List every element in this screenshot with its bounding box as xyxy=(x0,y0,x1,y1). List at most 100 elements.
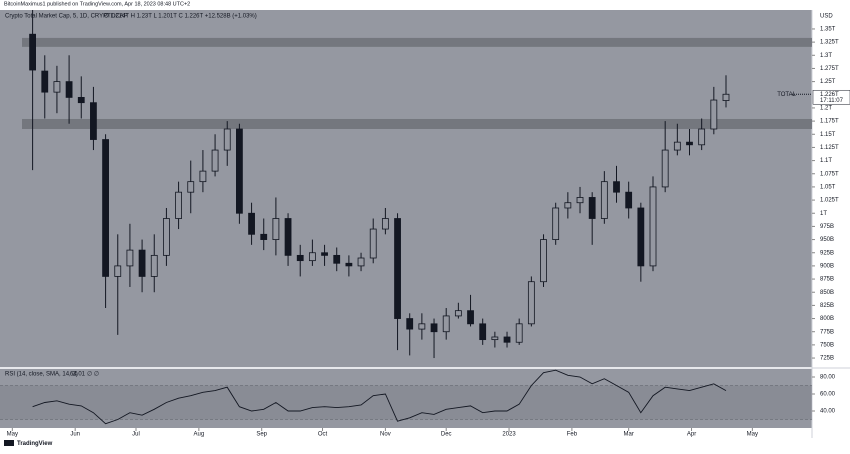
candle-body xyxy=(588,197,596,219)
candle-body xyxy=(223,128,231,151)
last-price-label: 1.226T xyxy=(820,92,839,98)
chart-title: Crypto Total Market Cap, 5, 1D, CRYPTOCA… xyxy=(5,14,128,20)
x-tick-label: Feb xyxy=(567,432,578,438)
y-tick-label: 800B xyxy=(820,316,834,322)
y-tick-label: 1.125T xyxy=(820,145,839,151)
y-tick-label: 825B xyxy=(820,303,834,309)
candle-body xyxy=(442,315,450,333)
footer: TradingView xyxy=(17,441,53,447)
y-tick-label: 750B xyxy=(820,342,834,348)
candle-body xyxy=(394,218,401,319)
y-tick-label: 1.1T xyxy=(820,158,832,164)
last-price-name: TOTAL xyxy=(777,92,796,98)
candle-body xyxy=(211,149,219,172)
y-tick-label: 1.25T xyxy=(820,79,836,85)
publisher: BitcoinMaximus1 published on TradingView… xyxy=(4,1,190,7)
x-tick-label: Oct xyxy=(318,432,328,438)
y-tick-label: 725B xyxy=(820,356,834,362)
last-price-box xyxy=(812,89,850,105)
x-tick-label: Nov xyxy=(380,432,391,438)
y-tick-label: 875B xyxy=(820,277,834,283)
candle-body xyxy=(515,323,523,343)
x-tick-label: Jun xyxy=(70,432,80,438)
candle-body xyxy=(187,181,195,193)
candle-body xyxy=(381,218,389,230)
candle-body xyxy=(126,249,134,267)
y-tick-label: 1.025T xyxy=(820,198,839,204)
candle-body xyxy=(199,170,207,183)
candle-body xyxy=(53,81,61,93)
candle-body xyxy=(138,249,146,277)
candle-body xyxy=(41,70,49,93)
candle-body xyxy=(150,254,158,277)
y-tick-label: 850B xyxy=(820,290,834,296)
resistance-zone xyxy=(22,118,812,129)
candle-body xyxy=(321,252,328,256)
x-tick-label: Apr xyxy=(687,432,696,438)
candle-body xyxy=(90,102,97,140)
y-tick-label: 1.3T xyxy=(820,53,832,59)
candle-body xyxy=(260,233,268,240)
x-tick-label: Aug xyxy=(194,432,205,438)
candle-body xyxy=(272,218,280,240)
rsi-value: 64.01 xyxy=(70,372,86,378)
y-tick-label: 1.05T xyxy=(820,184,836,190)
candle-body xyxy=(29,33,37,71)
rsi-y-tick-label: 40.00 xyxy=(820,409,836,415)
candle-body xyxy=(114,265,122,277)
y-tick-label: 1.15T xyxy=(820,132,836,138)
y-tick-label: 1.2T xyxy=(820,106,832,112)
price-pane xyxy=(0,10,812,367)
currency: USD xyxy=(820,14,833,20)
rsi-y-tick-label: 80.00 xyxy=(820,375,836,381)
candle-body xyxy=(296,254,304,262)
candle-body xyxy=(722,93,730,101)
candle-body xyxy=(625,191,633,209)
candle-body xyxy=(454,310,462,317)
candle-body xyxy=(236,128,243,214)
y-tick-label: 775B xyxy=(820,329,834,335)
rsi-title: RSI (14, close, SMA, 14, 2) xyxy=(5,372,78,378)
candle-body xyxy=(686,141,693,146)
candle-body xyxy=(430,323,438,333)
candle-body xyxy=(576,197,584,204)
x-tick-label: 2023 xyxy=(502,432,516,438)
candle-body xyxy=(248,212,255,235)
candle-body xyxy=(333,254,341,264)
x-tick-label: Jul xyxy=(132,432,140,438)
candle-body xyxy=(479,323,487,341)
candle-body xyxy=(308,252,316,262)
y-tick-label: 1.325T xyxy=(820,40,839,46)
y-tick-label: 975B xyxy=(820,224,834,230)
candle-body xyxy=(540,239,547,283)
candle-body xyxy=(491,336,499,341)
candle-body xyxy=(77,97,85,104)
candle-body xyxy=(175,191,182,219)
footer-logo xyxy=(4,440,14,446)
candle-body xyxy=(710,99,718,130)
candle-body xyxy=(637,207,645,267)
y-tick-label: 1T xyxy=(820,211,827,217)
y-tick-label: 1.275T xyxy=(820,66,839,72)
rsi-na: ∅ ∅ xyxy=(87,371,99,378)
candle-body xyxy=(284,218,292,256)
candle-body xyxy=(406,318,414,330)
x-tick-label: May xyxy=(747,432,758,438)
candle-body xyxy=(673,141,681,151)
candle-body xyxy=(564,202,572,209)
y-tick-label: 1.075T xyxy=(820,171,839,177)
y-tick-label: 1.35T xyxy=(820,27,836,33)
candle-body xyxy=(552,207,560,240)
countdown: 17:11:07 xyxy=(820,98,844,104)
candle-body xyxy=(345,262,353,267)
candle-body xyxy=(613,181,620,193)
candle-body xyxy=(503,336,511,343)
resistance-zone xyxy=(22,37,812,47)
candle-body xyxy=(600,181,608,219)
x-tick-label: Dec xyxy=(441,432,452,438)
candle-body xyxy=(661,149,669,188)
x-tick-label: Sep xyxy=(256,432,267,438)
y-tick-label: 925B xyxy=(820,250,834,256)
x-tick-label: Mar xyxy=(624,432,634,438)
